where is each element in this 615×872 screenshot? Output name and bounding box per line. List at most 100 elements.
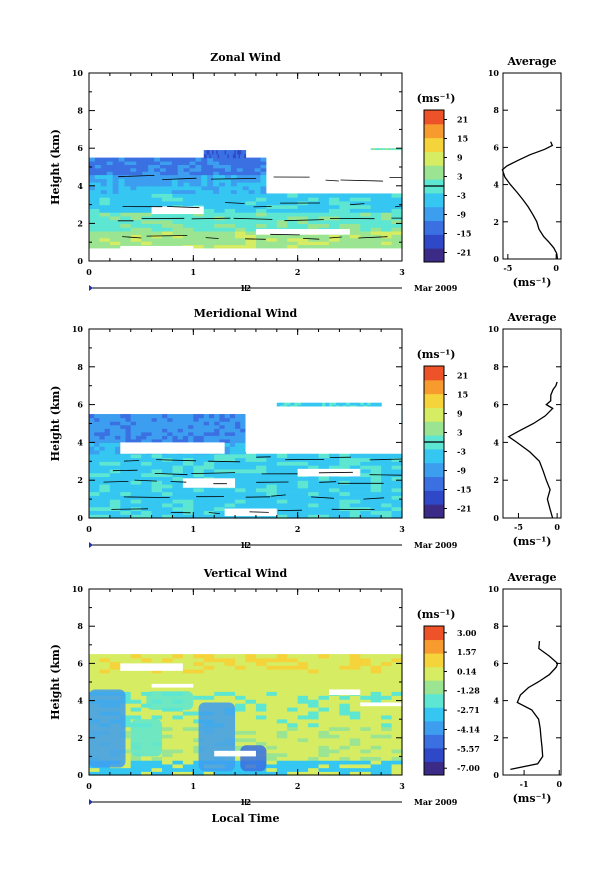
heatmap-cell [219,178,226,183]
colorbar-tick-label: 9 [457,153,463,163]
heatmap-cell [94,424,101,429]
heatmap-cell [193,453,205,459]
heatmap-cell [120,438,127,443]
heatmap-cell [230,178,238,183]
heatmap-cell [109,446,116,451]
heatmap-cell [255,707,267,712]
heatmap-cell [235,480,247,485]
heatmap-cell [328,748,340,754]
heatmap-cell [130,707,142,712]
heatmap-cell [255,665,267,670]
heatmap-cell [115,417,121,422]
x-tick-label: 2 [295,267,301,277]
heatmap-cell [99,657,111,663]
heatmap-cell [214,487,226,493]
heatmap-cell [151,461,163,466]
heatmap-cell [328,212,340,217]
heatmap-cell [182,230,194,235]
heatmap-cell [391,495,403,500]
colorbar-swatch [424,680,444,695]
heatmap-cell [142,182,149,187]
heatmap-cell [287,734,299,739]
heatmap-cell [235,683,247,689]
heatmap-cell [130,215,142,221]
average-y-tick-label: 6 [493,142,499,152]
heatmap-cell [391,193,403,198]
heatmap-cell [214,472,226,478]
heatmap-cell [360,718,372,724]
heatmap-cell [370,404,375,408]
heatmap-cell [266,683,278,689]
heatmap-cell [188,428,194,433]
heatmap-cell [130,424,137,429]
heatmap-cell [130,208,142,213]
heatmap-cell [188,431,194,436]
heatmap-cell [214,665,226,670]
colorbar-tick-label: -1.28 [457,686,480,696]
heatmap-cell [213,160,220,165]
heatmap-cell [193,227,205,232]
heatmap-cell [235,234,247,239]
heatmap-cell [159,182,167,187]
heatmap-cell [391,657,403,663]
colorbar-swatch [424,393,444,408]
heatmap-cell [386,148,388,152]
heatmap-cell [89,491,101,496]
heatmap-cell [266,502,278,508]
heatmap-cell [318,219,330,224]
heatmap-cell [370,707,382,712]
heatmap-cell [159,164,167,169]
heatmap-cell [203,495,215,500]
heatmap-cell [198,435,205,440]
heatmap-cell [120,208,132,213]
heatmap-cell [391,763,403,769]
heatmap-cell [172,506,184,512]
heatmap-cell [255,476,267,481]
heatmap-cell [182,687,194,692]
zero-contours [103,456,403,514]
heatmap-cell [339,665,351,670]
average-y-tick-label: 0 [493,513,499,523]
heatmap-cell [224,699,236,704]
heatmap-cell [349,676,361,681]
heatmap-cell [120,695,132,700]
heatmap-cell [177,431,184,436]
heatmap-cell [266,668,278,674]
heatmap-cell [387,148,390,152]
heatmap-cell [245,219,257,224]
heatmap-cell [203,153,206,159]
heatmap-cell [171,157,179,162]
heatmap-cell [203,237,215,242]
heatmap-cell [235,417,241,422]
heatmap-cell [120,722,132,728]
heatmap-cell [374,148,377,152]
heatmap-cell [255,737,267,743]
heatmap-cell [151,237,163,242]
heatmap-cell [287,752,299,757]
zero-contour-line [122,233,388,240]
heatmap-cell [370,227,382,232]
heatmap-cell [167,435,174,440]
heatmap-cell [120,212,132,217]
heatmap-cell [193,421,200,426]
heatmap-cell [89,487,101,493]
colorbar-tick-label: 3 [457,428,463,438]
heatmap-cell [151,241,163,246]
heatmap-cell [130,219,142,224]
heatmap-cell [391,491,403,496]
heatmap-cell [287,212,299,217]
heatmap-cell [214,457,226,462]
heatmap-cell [379,148,381,152]
heatmap-cell [118,189,126,194]
heatmap-cell [151,502,163,508]
heatmap-cell [360,468,372,474]
heatmap-cell [125,428,132,433]
heatmap-cell [308,208,320,213]
heatmap-cell [171,185,179,191]
heatmap-cell [154,174,161,179]
heatmap-cell [308,703,320,708]
heatmap-cell [142,178,149,183]
heatmap-cell [120,223,132,228]
heatmap-cell [165,164,173,169]
heatmap-cell [245,661,257,666]
